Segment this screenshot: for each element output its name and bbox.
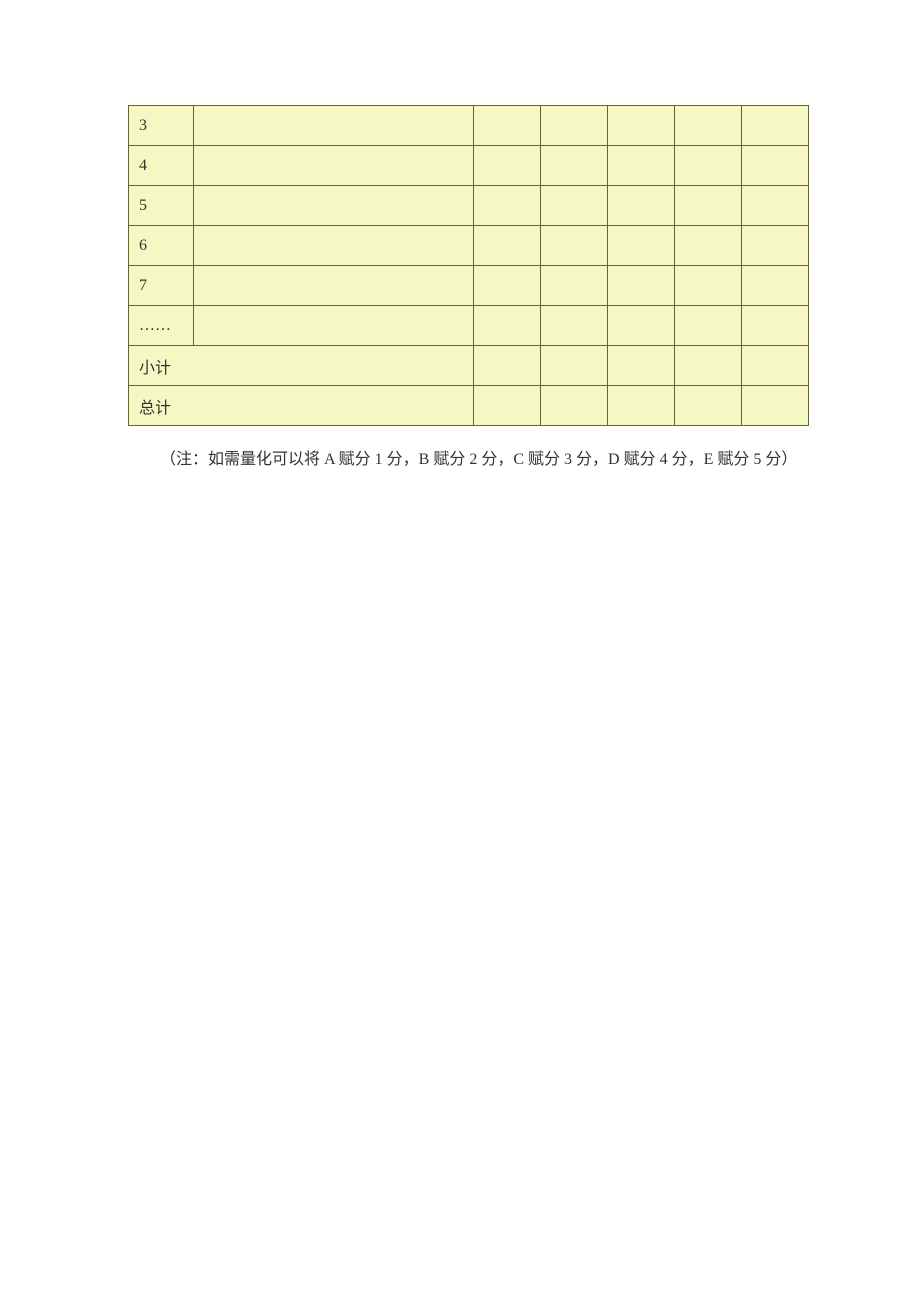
- table-cell: [675, 266, 742, 306]
- table-cell: [474, 386, 541, 426]
- table-cell: [675, 346, 742, 386]
- row-label: ……: [129, 306, 194, 346]
- row-label: 5: [129, 186, 194, 226]
- table-cell: [675, 146, 742, 186]
- table-cell: [194, 226, 474, 266]
- table-cell: [541, 346, 608, 386]
- table-cell: [608, 306, 675, 346]
- table-cell: [608, 106, 675, 146]
- table-cell: [608, 346, 675, 386]
- table-row: 6: [129, 226, 809, 266]
- table-cell: [541, 306, 608, 346]
- table-cell: [742, 266, 809, 306]
- scoring-table: 3 4 5 6: [128, 105, 809, 426]
- table-cell: [608, 266, 675, 306]
- table-cell: [742, 146, 809, 186]
- table-row: ……: [129, 306, 809, 346]
- table-cell: [675, 306, 742, 346]
- table-cell: [194, 266, 474, 306]
- table-cell: [474, 226, 541, 266]
- table-cell: [608, 386, 675, 426]
- table-cell: [608, 226, 675, 266]
- table-cell: [474, 266, 541, 306]
- total-label: 总计: [129, 386, 474, 426]
- table-cell: [541, 146, 608, 186]
- table-row-subtotal: 小计: [129, 346, 809, 386]
- table-cell: [742, 186, 809, 226]
- table-cell: [541, 386, 608, 426]
- table-cell: [608, 186, 675, 226]
- table-cell: [474, 346, 541, 386]
- table-row: 3: [129, 106, 809, 146]
- table-cell: [675, 106, 742, 146]
- table-cell: [194, 306, 474, 346]
- row-label: 6: [129, 226, 194, 266]
- table-cell: [541, 186, 608, 226]
- table-cell: [541, 106, 608, 146]
- table-cell: [675, 226, 742, 266]
- table-cell: [541, 226, 608, 266]
- table-cell: [742, 386, 809, 426]
- table-cell: [474, 146, 541, 186]
- row-label: 3: [129, 106, 194, 146]
- table-row: 4: [129, 146, 809, 186]
- table-row: 7: [129, 266, 809, 306]
- table-row-total: 总计: [129, 386, 809, 426]
- table-cell: [675, 386, 742, 426]
- scoring-note: （注：如需量化可以将 A 赋分 1 分，B 赋分 2 分，C 赋分 3 分，D …: [128, 444, 805, 476]
- table-cell: [608, 146, 675, 186]
- table-cell: [541, 266, 608, 306]
- table-cell: [194, 186, 474, 226]
- subtotal-label: 小计: [129, 346, 474, 386]
- table-cell: [742, 226, 809, 266]
- table-cell: [194, 106, 474, 146]
- row-label: 7: [129, 266, 194, 306]
- table-cell: [742, 106, 809, 146]
- table-cell: [474, 186, 541, 226]
- table-cell: [675, 186, 742, 226]
- table-cell: [194, 146, 474, 186]
- table-cell: [742, 306, 809, 346]
- table-row: 5: [129, 186, 809, 226]
- row-label: 4: [129, 146, 194, 186]
- table-cell: [474, 106, 541, 146]
- table-cell: [474, 306, 541, 346]
- table-cell: [742, 346, 809, 386]
